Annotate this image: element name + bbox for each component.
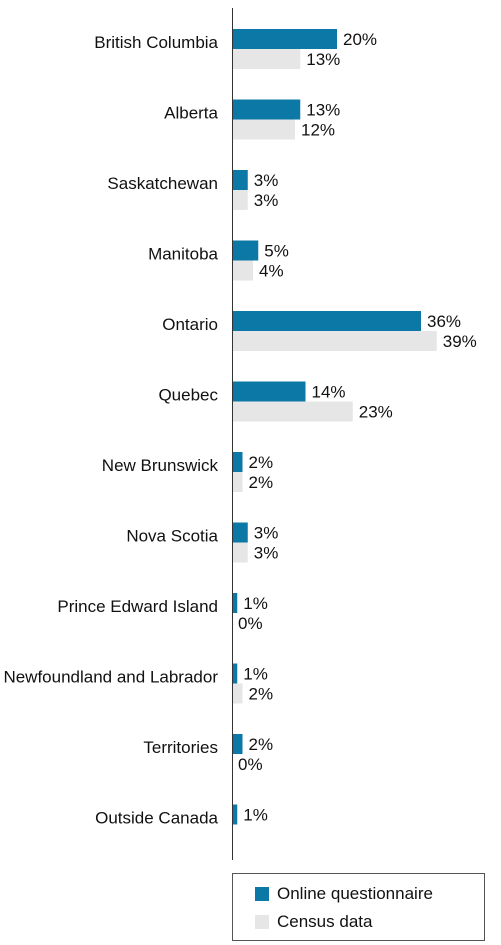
bar-census-british-columbia [232, 49, 301, 69]
data-label-census-new-brunswick: 2% [249, 473, 274, 492]
category-label-territories: Territories [143, 738, 218, 757]
data-label-online-outside-canada: 1% [243, 806, 268, 825]
legend-label-census: Census data [277, 912, 373, 931]
category-label-new-brunswick: New Brunswick [102, 456, 219, 475]
category-label-saskatchewan: Saskatchewan [107, 174, 218, 193]
data-label-census-newfoundland-and-labrador: 2% [249, 685, 274, 704]
data-label-online-nova-scotia: 3% [254, 524, 279, 543]
legend-item-census: Census data [255, 911, 372, 933]
data-label-online-newfoundland-and-labrador: 1% [243, 665, 268, 684]
bar-online-new-brunswick [232, 452, 243, 472]
data-label-online-alberta: 13% [306, 101, 340, 120]
data-label-online-ontario: 36% [427, 312, 461, 331]
bar-online-prince-edward-island [232, 593, 238, 613]
category-label-british-columbia: British Columbia [94, 33, 218, 52]
legend: Online questionnaire Census data [232, 873, 485, 941]
legend-item-online: Online questionnaire [255, 883, 433, 905]
category-label-manitoba: Manitoba [148, 245, 218, 264]
bar-online-outside-canada [232, 804, 238, 825]
category-label-nova-scotia: Nova Scotia [126, 527, 218, 546]
bar-census-quebec [232, 401, 353, 422]
data-label-census-ontario: 39% [443, 332, 477, 351]
data-label-online-british-columbia: 20% [343, 30, 377, 49]
data-label-census-manitoba: 4% [259, 262, 284, 281]
data-label-census-saskatchewan: 3% [254, 191, 279, 210]
data-label-census-quebec: 23% [359, 403, 393, 422]
bar-census-nova-scotia [232, 542, 248, 563]
data-label-census-nova-scotia: 3% [254, 544, 279, 563]
category-label-prince-edward-island: Prince Edward Island [57, 597, 218, 616]
bar-census-newfoundland-and-labrador [232, 683, 243, 704]
category-label-alberta: Alberta [164, 104, 218, 123]
bar-census-alberta [232, 119, 295, 140]
bar-census-ontario [232, 331, 437, 351]
data-label-census-territories: 0% [238, 755, 263, 774]
category-label-newfoundland-and-labrador: Newfoundland and Labrador [3, 668, 218, 687]
data-label-online-manitoba: 5% [264, 242, 289, 261]
bar-census-new-brunswick [232, 472, 243, 492]
bar-online-territories [232, 734, 243, 754]
legend-swatch-census [255, 915, 269, 929]
bar-chart: British Columbia 20%13%Alberta 13%12%Saska… [3, 8, 477, 860]
bar-online-british-columbia [232, 29, 337, 49]
category-label-ontario: Ontario [162, 315, 218, 334]
legend-label-online: Online questionnaire [277, 884, 433, 903]
data-label-census-british-columbia: 13% [306, 50, 340, 69]
bar-census-saskatchewan [232, 190, 248, 210]
bar-online-quebec [232, 381, 306, 402]
data-label-online-prince-edward-island: 1% [243, 594, 268, 613]
bar-online-alberta [232, 99, 301, 120]
category-label-quebec: Quebec [158, 386, 218, 405]
data-label-online-quebec: 14% [312, 383, 346, 402]
bar-online-newfoundland-and-labrador [232, 663, 238, 684]
data-label-census-prince-edward-island: 0% [238, 614, 263, 633]
legend-swatch-online [255, 887, 269, 901]
bar-online-nova-scotia [232, 522, 248, 543]
data-label-online-new-brunswick: 2% [249, 453, 274, 472]
data-label-online-saskatchewan: 3% [254, 171, 279, 190]
data-label-census-alberta: 12% [301, 121, 335, 140]
bar-census-manitoba [232, 260, 253, 281]
category-label-outside-canada: Outside Canada [95, 809, 218, 828]
bar-online-saskatchewan [232, 170, 248, 190]
bar-online-manitoba [232, 240, 259, 261]
data-label-online-territories: 2% [249, 735, 274, 754]
bar-online-ontario [232, 311, 421, 331]
